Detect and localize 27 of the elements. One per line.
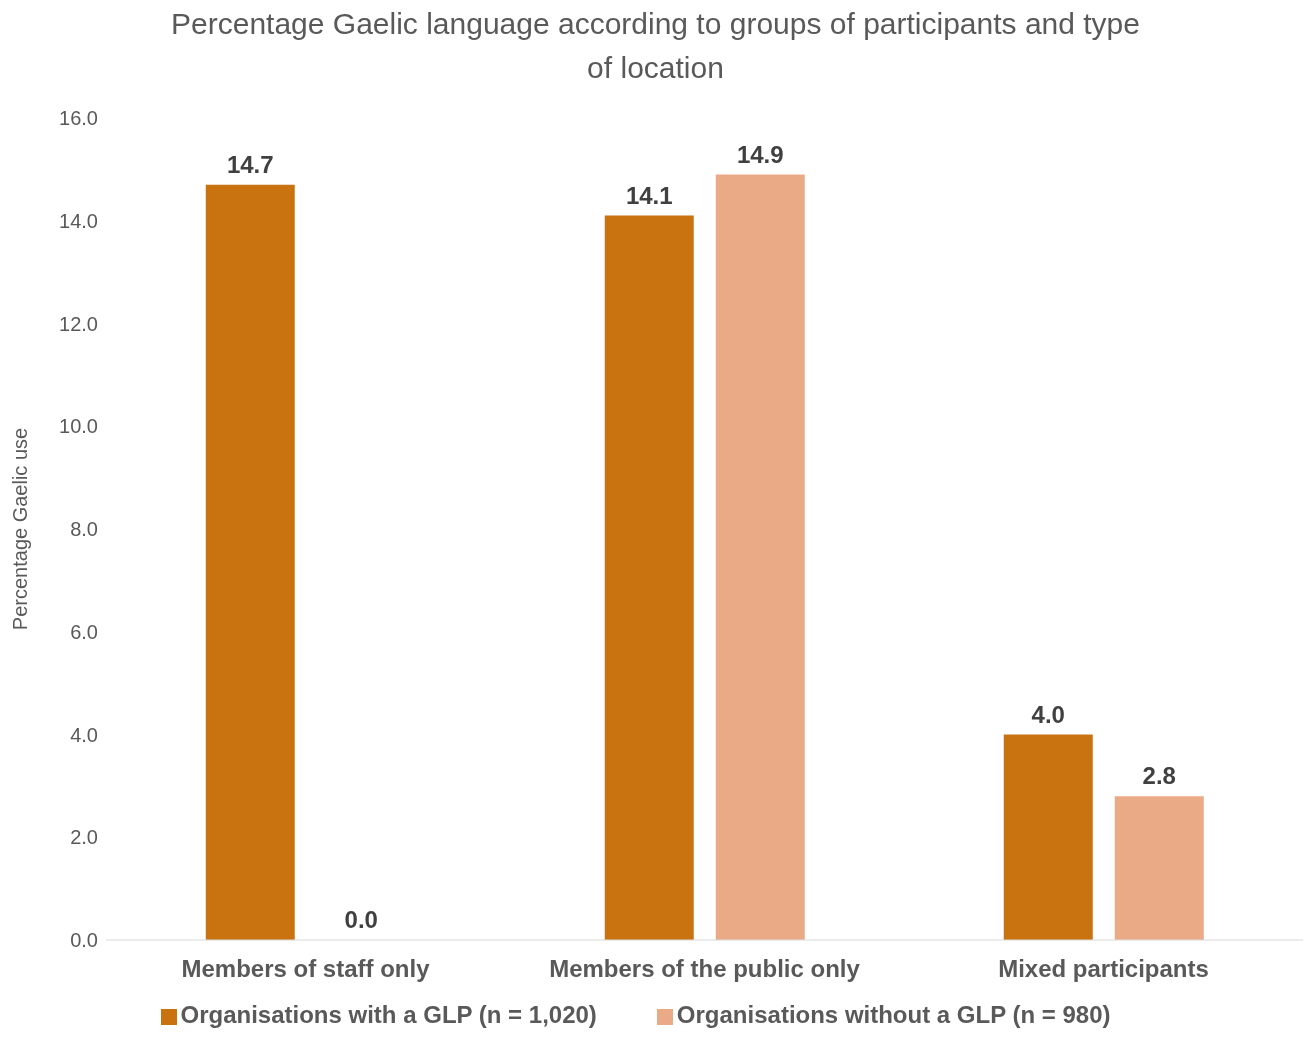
y-tick-label: 6.0 xyxy=(70,620,98,643)
bar xyxy=(715,174,805,940)
bar xyxy=(1003,734,1093,940)
legend-label: Organisations without a GLP (n = 980) xyxy=(676,1001,1111,1028)
y-tick-label: 16.0 xyxy=(59,107,98,130)
y-tick-label: 4.0 xyxy=(70,723,98,746)
data-label: 0.0 xyxy=(344,905,378,933)
x-tick-label: Mixed participants xyxy=(998,955,1209,983)
bar xyxy=(1114,796,1204,940)
y-tick-label: 0.0 xyxy=(70,929,98,952)
data-label: 2.8 xyxy=(1142,762,1176,790)
bar xyxy=(205,184,295,940)
bar xyxy=(604,215,694,940)
chart-title: Percentage Gaelic language according to groups of participants and type of location xyxy=(170,6,1141,86)
y-axis-title: Percentage Gaelic use xyxy=(9,427,32,631)
y-tick-label: 12.0 xyxy=(59,312,98,335)
y-tick-label: 8.0 xyxy=(70,518,98,541)
y-tick-label: 2.0 xyxy=(70,826,98,849)
legend-label: Organisations with a GLP (n = 1,020) xyxy=(180,1001,597,1028)
data-label: 4.0 xyxy=(1031,700,1065,728)
x-tick-label: Members of the public only xyxy=(549,955,861,983)
data-label: 14.7 xyxy=(226,150,274,178)
y-tick-label: 14.0 xyxy=(59,209,98,232)
y-tick-label: 10.0 xyxy=(59,415,98,438)
data-label: 14.1 xyxy=(625,181,673,209)
data-label: 14.9 xyxy=(736,140,784,168)
x-tick-label: Members of staff only xyxy=(181,955,431,983)
